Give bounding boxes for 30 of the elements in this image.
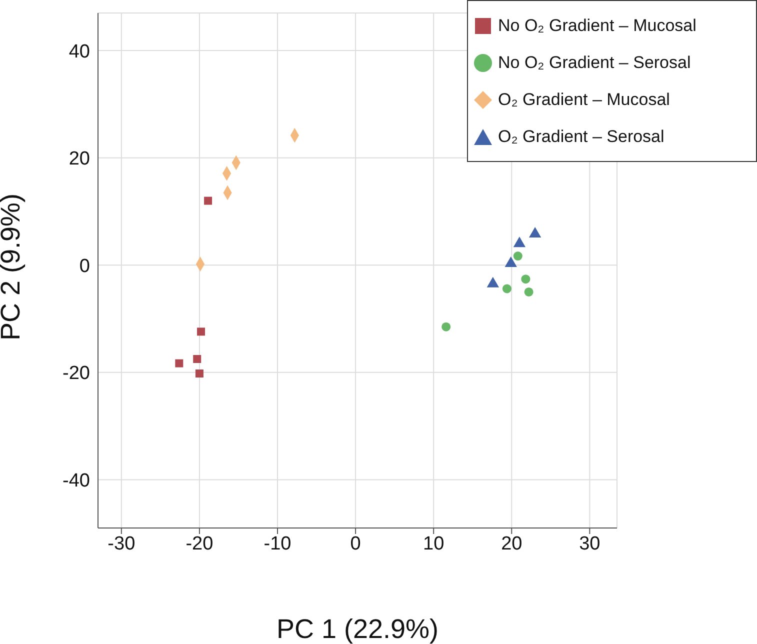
y-tick-label: -20 (62, 363, 90, 384)
x-tick-label: -30 (108, 533, 136, 554)
point (524, 287, 534, 296)
point (197, 328, 206, 336)
point (442, 322, 451, 332)
y-tick-label: 0 (79, 256, 90, 277)
x-tick-label: -10 (264, 533, 292, 554)
point (502, 284, 512, 294)
point (195, 370, 204, 378)
point (521, 274, 530, 284)
legend-label: No O₂ Gradient – Serosal (498, 52, 691, 72)
legend-label: No O₂ Gradient – Mucosal (498, 16, 696, 36)
x-tick-label: 10 (423, 533, 444, 554)
point (193, 355, 202, 364)
y-tick-label: 20 (68, 148, 90, 170)
y-tick-label: -40 (62, 470, 90, 492)
x-axis-title: PC 1 (22.9%) (276, 614, 439, 644)
legend-label: O₂ Gradient – Mucosal (498, 90, 670, 110)
point (504, 256, 517, 268)
x-tick-label: 30 (579, 533, 600, 554)
point (175, 359, 184, 368)
point (528, 227, 542, 238)
x-tick-label: 20 (501, 533, 522, 554)
point (204, 196, 212, 205)
legend-label: O₂ Gradient – Serosal (498, 126, 664, 146)
y-axis-title: PC 2 (9.9%) (0, 193, 26, 340)
x-tick-label: -20 (186, 533, 214, 554)
y-tick-label: 40 (68, 41, 90, 62)
x-tick-label: 0 (350, 533, 361, 554)
point (513, 252, 522, 261)
